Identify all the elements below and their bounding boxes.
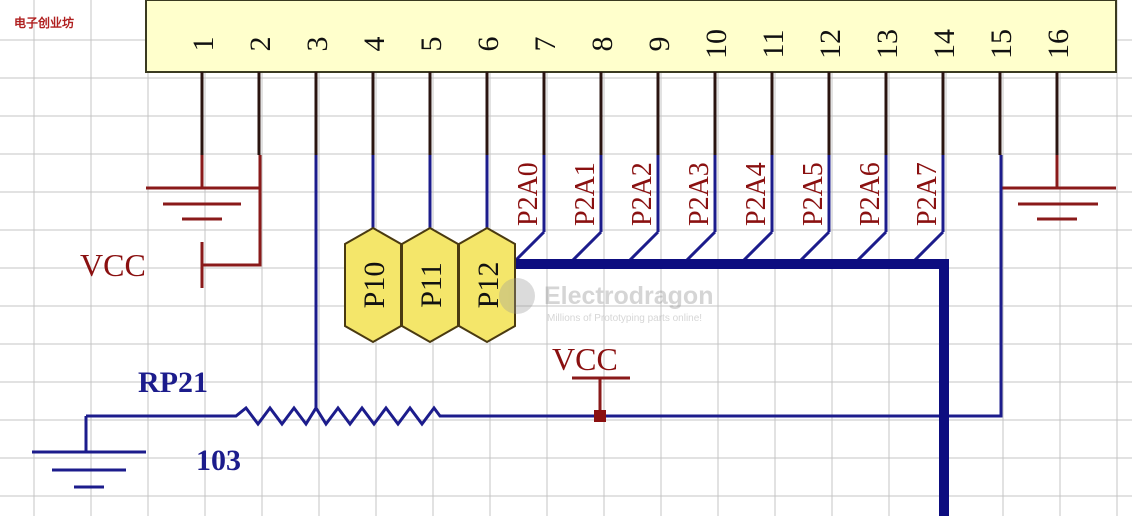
pin-number-label: 5 xyxy=(415,37,448,52)
pin-number-label: 13 xyxy=(871,29,904,59)
pin-number-label: 9 xyxy=(643,37,676,52)
pin-number-label: 16 xyxy=(1042,29,1075,59)
bus-net-label: P2A0 xyxy=(513,162,544,226)
jumper-label: P12 xyxy=(472,262,505,309)
ground-symbol-right xyxy=(1000,155,1116,221)
bus-entry xyxy=(740,230,774,264)
jumper-pin xyxy=(458,226,516,344)
bus-net-label: P2A1 xyxy=(570,162,601,226)
connector-body xyxy=(145,0,1117,73)
bus-net-label: P2A4 xyxy=(741,162,772,226)
bus-net-label: P2A6 xyxy=(855,162,886,226)
watermark: Electrodragon Millions of Prototyping pa… xyxy=(499,278,713,324)
pin15-wire xyxy=(938,155,1003,418)
bus-net-label: P2A7 xyxy=(912,162,943,226)
bus-net-labels: P2A0 P2A1 P2A2 P2A3 P2A4 P2A5 P2A6 P2A7 xyxy=(513,162,943,226)
vcc-symbol-mid xyxy=(572,376,630,416)
jumper-label: P10 xyxy=(358,262,391,309)
vcc-label-left: VCC xyxy=(80,247,146,283)
pin-number-label: 6 xyxy=(472,37,505,52)
ground-symbol-resistor xyxy=(32,450,146,489)
watermark-logo-icon xyxy=(499,278,535,314)
bus-entry xyxy=(512,230,546,264)
jumper-block: P10 P11 P12 xyxy=(344,226,516,344)
vcc-wire-left xyxy=(200,155,262,288)
ground-symbol-left xyxy=(146,155,260,221)
pin-number-label: 14 xyxy=(928,29,961,59)
resistor-ref-label: RP21 xyxy=(138,366,208,399)
pin-number-label: 12 xyxy=(814,29,847,59)
watermark-brand: Electrodragon xyxy=(544,282,713,310)
bus-entries xyxy=(512,155,945,264)
resistor-rp21 xyxy=(84,405,938,452)
jumper-label: P11 xyxy=(415,262,448,308)
connector-pin-labels: 1 2 3 4 5 6 7 8 9 10 11 12 13 14 15 16 xyxy=(187,29,1075,59)
bus-entry xyxy=(569,230,603,264)
bus-entry xyxy=(626,230,660,264)
bus-entry xyxy=(854,230,888,264)
pin-number-label: 7 xyxy=(529,37,562,52)
bus-net-label: P2A2 xyxy=(627,162,658,226)
bus-net-label: P2A3 xyxy=(684,162,715,226)
pin-number-label: 3 xyxy=(301,37,334,52)
pin-number-label: 4 xyxy=(358,37,391,52)
pin-number-label: 15 xyxy=(985,29,1018,59)
resistor-value-label: 103 xyxy=(196,444,241,477)
bus-entry xyxy=(683,230,717,264)
bus-entry xyxy=(797,230,831,264)
pin-number-label: 11 xyxy=(757,30,790,59)
bus-entry xyxy=(911,230,945,264)
vcc-label-mid: VCC xyxy=(552,341,618,377)
junction-dot xyxy=(594,410,606,422)
connector-pin-leads xyxy=(200,72,1059,228)
pin-number-label: 2 xyxy=(244,37,277,52)
bus-net-label: P2A5 xyxy=(798,162,829,226)
corner-logo-text: 电子创业坊 xyxy=(14,15,74,30)
pin-number-label: 8 xyxy=(586,37,619,52)
pin-number-label: 1 xyxy=(187,37,220,52)
data-bus xyxy=(516,259,949,516)
watermark-tagline: Millions of Prototyping parts online! xyxy=(547,313,702,324)
pin-number-label: 10 xyxy=(700,29,733,59)
